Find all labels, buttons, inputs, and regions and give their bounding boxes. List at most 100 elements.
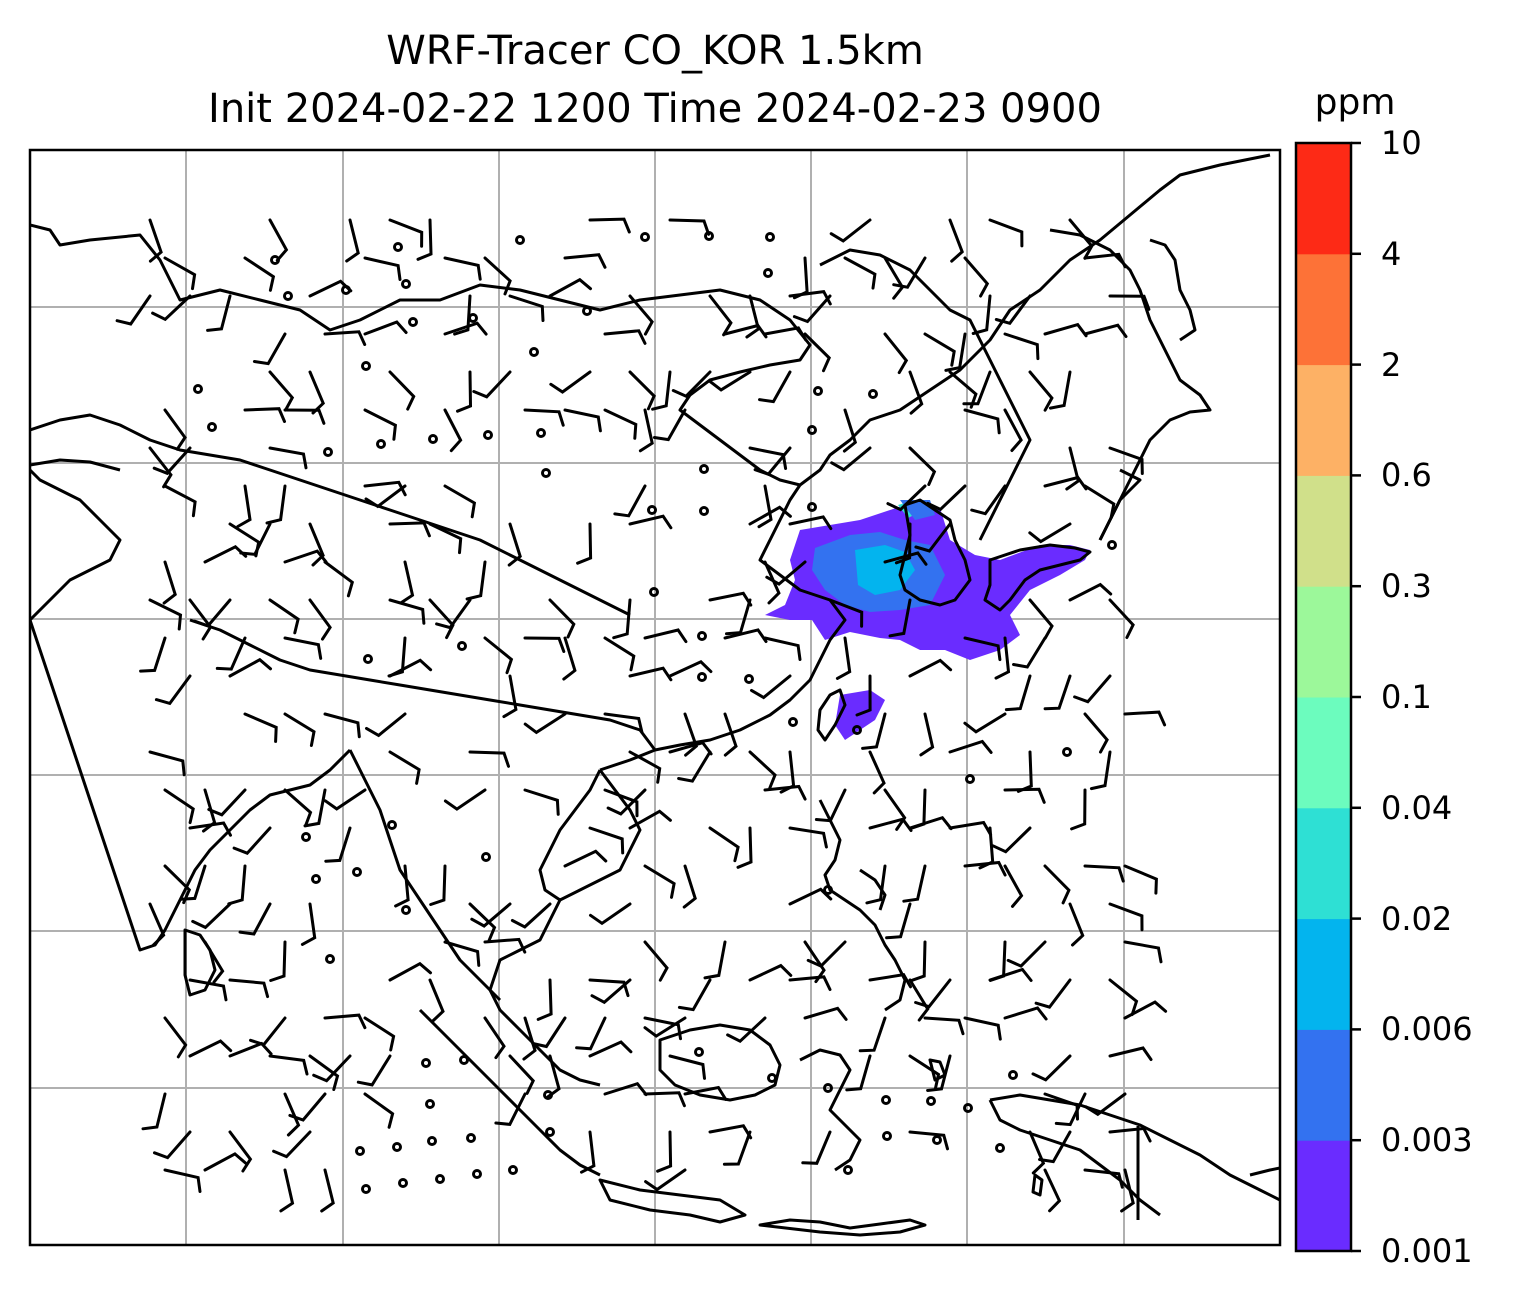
wind-barb	[603, 636, 636, 672]
wind-barb	[163, 788, 195, 825]
wind-barb	[324, 826, 352, 863]
wind-barb	[970, 484, 1007, 516]
wind-barb	[1083, 252, 1127, 269]
calm-wind-circle	[582, 306, 592, 316]
wind-barb	[243, 407, 286, 423]
calm-wind-circle	[352, 867, 362, 877]
calm-wind-circle	[361, 1184, 371, 1194]
wind-barb	[753, 446, 792, 476]
wind-barb	[883, 332, 909, 375]
wind-barb	[303, 788, 327, 828]
wind-barb	[1043, 1168, 1062, 1213]
map-frame	[28, 148, 1282, 1247]
wind-barb	[1043, 322, 1088, 338]
wind-barb	[252, 332, 287, 366]
wind-barb	[909, 940, 927, 983]
wind-barb	[163, 408, 187, 451]
wind-barb	[206, 294, 232, 332]
wind-barb	[443, 256, 482, 281]
wind-barb	[1003, 408, 1023, 452]
wind-barb	[268, 446, 308, 470]
wind-barb	[643, 1016, 687, 1038]
calm-wind-circle	[323, 447, 333, 457]
wind-barb	[1108, 446, 1144, 475]
wind-barb	[465, 560, 487, 601]
wind-barb	[563, 408, 602, 433]
wind-barb	[163, 484, 197, 518]
calm-wind-circle	[207, 422, 217, 432]
wind-barb	[443, 788, 487, 811]
calm-wind-circle	[325, 954, 335, 964]
wind-barb	[988, 967, 1033, 982]
wind-barb	[948, 218, 964, 263]
wind-barb	[228, 1041, 273, 1058]
colorbar-tick-label: 0.02	[1381, 899, 1453, 938]
wind-barb	[1028, 522, 1072, 544]
wind-barb	[345, 218, 360, 263]
wind-barb	[308, 279, 353, 298]
wind-barb	[1028, 598, 1054, 640]
wind-barb	[763, 560, 781, 605]
map-title-line1: WRF-Tracer CO_KOR 1.5km	[386, 28, 924, 74]
wind-barb	[612, 598, 632, 640]
wind-barb	[886, 484, 927, 512]
wind-barb	[153, 1130, 192, 1160]
wind-barb	[238, 902, 272, 936]
colorbar-unit: ppm	[1314, 82, 1396, 123]
wind-barb	[1048, 370, 1072, 410]
calm-wind-circle	[823, 885, 833, 895]
wind-barb	[908, 370, 924, 415]
wind-barb	[228, 657, 272, 678]
calm-wind-circle	[541, 468, 551, 478]
wind-barb	[883, 551, 928, 566]
wind-barb	[154, 674, 192, 706]
wind-barb	[683, 712, 699, 757]
wind-barb	[651, 370, 672, 411]
wind-barb	[763, 326, 808, 342]
wind-barb	[388, 218, 424, 248]
wind-barb	[141, 1092, 167, 1131]
wind-barb	[388, 370, 416, 411]
wind-barb	[1070, 788, 1087, 831]
wind-barb	[428, 978, 445, 1023]
wind-barb	[323, 560, 355, 598]
wind-barb	[677, 978, 712, 1012]
wind-barb	[1108, 1046, 1153, 1061]
wind-barb	[1043, 1092, 1079, 1121]
calm-wind-circle	[483, 430, 493, 440]
wind-barb	[163, 1016, 188, 1059]
calm-wind-circle	[697, 672, 707, 682]
calm-wind-circle	[699, 464, 709, 474]
wind-barb	[1083, 484, 1116, 520]
calm-wind-circle	[401, 905, 411, 915]
wind-barb	[748, 963, 793, 982]
wind-barb	[638, 408, 654, 453]
wind-barb	[416, 218, 433, 261]
wind-barb	[606, 788, 647, 816]
wind-barb	[861, 712, 887, 750]
wind-barb	[1123, 1000, 1168, 1020]
wind-barb	[643, 628, 688, 644]
wind-barb	[510, 902, 552, 929]
wind-barb	[588, 1040, 633, 1058]
wind-barb	[202, 788, 217, 833]
calm-wind-circle	[427, 1136, 437, 1146]
calm-wind-circle	[813, 386, 823, 396]
wind-barb	[1123, 940, 1163, 964]
wind-barb	[300, 902, 317, 946]
wind-barb	[908, 1054, 941, 1090]
wind-barb	[830, 446, 872, 472]
wind-barb	[589, 902, 632, 926]
wind-barb	[758, 370, 792, 404]
wind-barb	[677, 750, 712, 783]
wind-barb	[562, 636, 577, 681]
calm-wind-circle	[765, 232, 775, 242]
calm-wind-circle	[1107, 540, 1117, 550]
wind-barb	[228, 1130, 253, 1173]
colorbar-tick-label: 0.04	[1381, 788, 1453, 827]
wind-barb	[191, 902, 232, 930]
wind-barb	[868, 817, 913, 832]
wind-barb	[1068, 218, 1094, 260]
calm-wind-circle	[536, 428, 546, 438]
calm-wind-circle	[472, 1169, 482, 1179]
